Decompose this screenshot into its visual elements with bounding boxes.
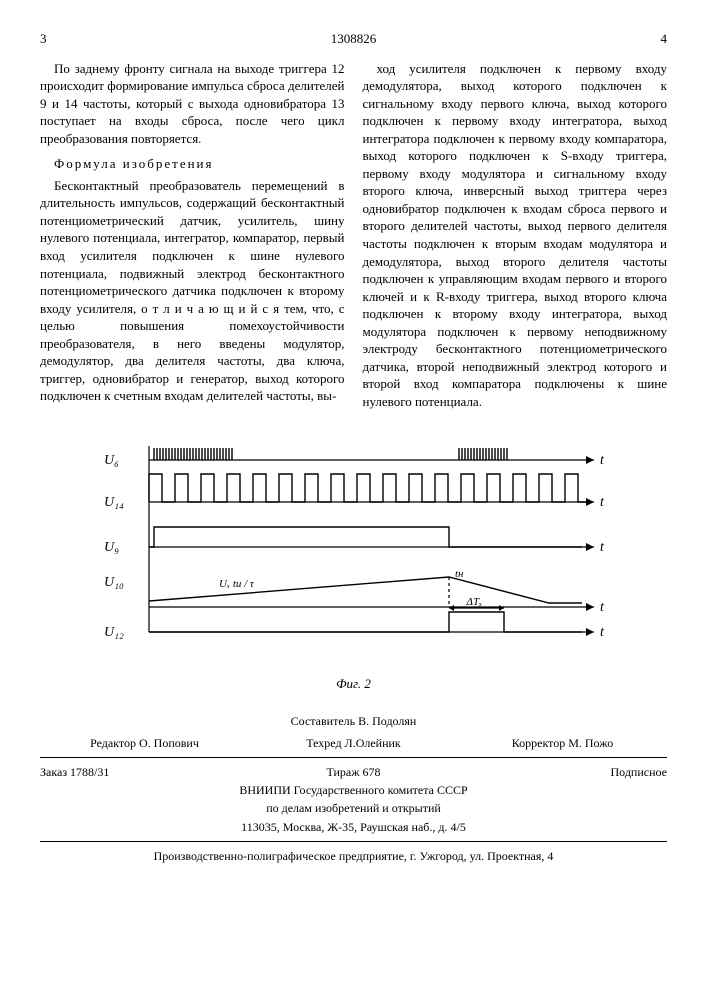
right-p1: ход усилителя подключен к первому входу …	[363, 60, 668, 411]
compiler: Составитель В. Подолян	[40, 713, 667, 729]
left-p2: Бесконтактный преобразователь перемещени…	[40, 177, 345, 405]
svg-text:t: t	[600, 625, 605, 640]
svg-text:t: t	[600, 540, 605, 555]
svg-text:U₆: U₆	[104, 453, 119, 468]
podpisnoe: Подписное	[458, 764, 667, 780]
address: 113035, Москва, Ж-35, Раушская наб., д. …	[40, 819, 667, 835]
svg-text:t: t	[600, 600, 605, 615]
svg-text:U₁₀: U₁₀	[104, 575, 124, 590]
figure-2: U₆U₁₄U₉U₁₀U₁₂ttttUₓ tи / τtнtΔTₓ	[40, 432, 667, 667]
footer: Составитель В. Подолян Редактор О. Попов…	[40, 713, 667, 864]
right-page-num: 4	[627, 30, 667, 48]
svg-text:Uₓ tи / τ: Uₓ tи / τ	[219, 578, 255, 590]
svg-text:U₁₂: U₁₂	[104, 625, 124, 640]
print-house: Производственно-полиграфическое предприя…	[40, 848, 667, 864]
timing-diagram-svg: U₆U₁₄U₉U₁₀U₁₂ttttUₓ tи / τtнtΔTₓ	[94, 432, 614, 662]
rule-2	[40, 841, 667, 842]
svg-text:t: t	[600, 453, 605, 468]
page-header: 3 1308826 4	[40, 30, 667, 48]
patent-number: 1308826	[80, 30, 627, 48]
text-columns: По заднему фронту сигнала на выходе триг…	[40, 60, 667, 415]
left-page-num: 3	[40, 30, 80, 48]
svg-text:U₉: U₉	[104, 540, 119, 555]
rule-1	[40, 757, 667, 758]
org2: по делам изобретений и открытий	[40, 800, 667, 816]
org1: ВНИИПИ Государственного комитета СССР	[40, 782, 667, 798]
corrector: Корректор М. Пожо	[458, 735, 667, 751]
editor: Редактор О. Попович	[40, 735, 249, 751]
svg-text:ΔTₓ: ΔTₓ	[465, 596, 482, 608]
credits-row: Редактор О. Попович Техред Л.Олейник Кор…	[40, 735, 667, 751]
svg-text:tн: tн	[455, 568, 464, 580]
left-column: По заднему фронту сигнала на выходе триг…	[40, 60, 345, 415]
formula-title: Формула изобретения	[40, 155, 345, 173]
svg-text:t: t	[600, 495, 605, 510]
order: Заказ 1788/31	[40, 764, 249, 780]
techred: Техред Л.Олейник	[249, 735, 458, 751]
left-p1: По заднему фронту сигнала на выходе триг…	[40, 60, 345, 148]
tirazh: Тираж 678	[249, 764, 458, 780]
right-column: ход усилителя подключен к первому входу …	[363, 60, 668, 415]
svg-text:U₁₄: U₁₄	[104, 495, 124, 510]
order-row: Заказ 1788/31 Тираж 678 Подписное	[40, 764, 667, 780]
figure-caption: Фиг. 2	[40, 675, 667, 693]
